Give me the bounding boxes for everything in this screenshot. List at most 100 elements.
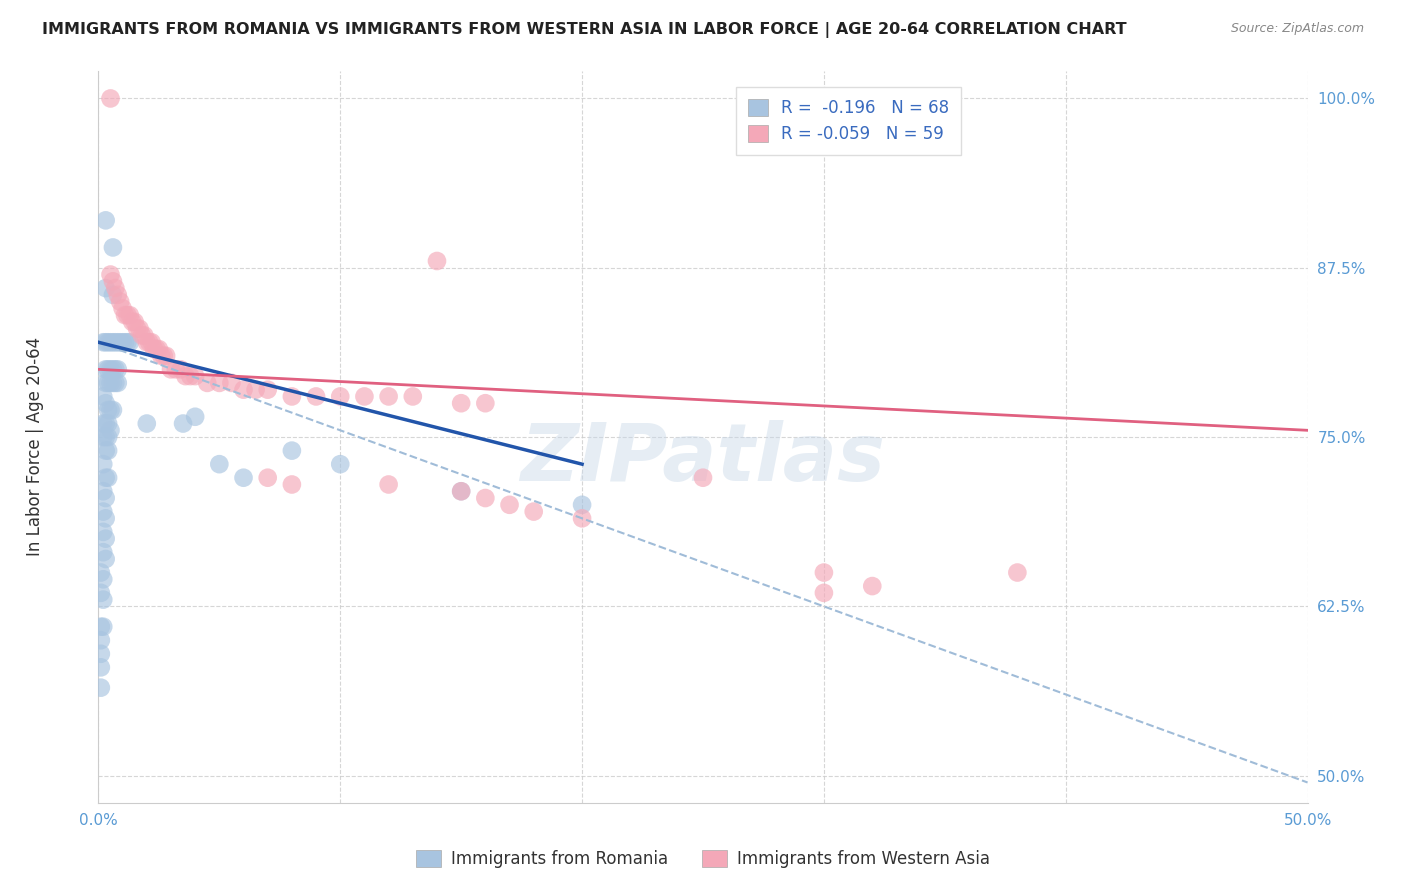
Point xyxy=(450,396,472,410)
Point xyxy=(94,376,117,390)
Point xyxy=(94,443,117,458)
Point xyxy=(114,335,136,350)
Point xyxy=(571,498,593,512)
Point xyxy=(281,477,304,491)
Point xyxy=(121,315,143,329)
Point xyxy=(135,335,157,350)
Point xyxy=(1007,566,1029,580)
Point xyxy=(104,335,127,350)
Point xyxy=(281,443,304,458)
Point xyxy=(114,308,136,322)
Point xyxy=(100,335,122,350)
Point xyxy=(329,457,352,471)
Point xyxy=(221,376,243,390)
Point xyxy=(232,383,254,397)
Point xyxy=(692,471,714,485)
Text: IMMIGRANTS FROM ROMANIA VS IMMIGRANTS FROM WESTERN ASIA IN LABOR FORCE | AGE 20-: IMMIGRANTS FROM ROMANIA VS IMMIGRANTS FR… xyxy=(42,22,1126,38)
Point xyxy=(474,396,496,410)
Point xyxy=(329,389,352,403)
Point xyxy=(97,376,120,390)
Point xyxy=(91,545,114,559)
Point xyxy=(813,586,835,600)
Point xyxy=(118,308,141,322)
Point xyxy=(91,417,114,431)
Point xyxy=(108,294,131,309)
Point xyxy=(117,308,139,322)
Point xyxy=(90,586,112,600)
Point xyxy=(101,362,124,376)
Point xyxy=(108,335,131,350)
Point xyxy=(117,335,139,350)
Point xyxy=(138,335,160,350)
Point xyxy=(91,572,114,586)
Point xyxy=(111,301,134,316)
Point xyxy=(94,281,117,295)
Text: In Labor Force | Age 20-64: In Labor Force | Age 20-64 xyxy=(27,336,44,556)
Point xyxy=(160,362,183,376)
Point xyxy=(94,213,117,227)
Point xyxy=(152,349,174,363)
Point xyxy=(150,349,173,363)
Point xyxy=(90,633,112,648)
Point xyxy=(91,335,114,350)
Point xyxy=(184,369,207,384)
Point xyxy=(97,362,120,376)
Point xyxy=(97,403,120,417)
Point xyxy=(377,477,399,491)
Point xyxy=(94,430,117,444)
Point xyxy=(111,335,134,350)
Point xyxy=(245,383,267,397)
Point xyxy=(91,524,114,539)
Point xyxy=(118,335,141,350)
Point xyxy=(104,281,127,295)
Point xyxy=(353,389,375,403)
Point xyxy=(377,389,399,403)
Point xyxy=(101,288,124,302)
Point xyxy=(134,328,156,343)
Point xyxy=(91,457,114,471)
Point xyxy=(104,362,127,376)
Point xyxy=(256,471,278,485)
Point xyxy=(305,389,328,403)
Point xyxy=(155,349,177,363)
Point xyxy=(179,369,201,384)
Point xyxy=(94,396,117,410)
Point xyxy=(174,369,197,384)
Point xyxy=(94,471,117,485)
Point xyxy=(90,566,112,580)
Text: ZIPatlas: ZIPatlas xyxy=(520,420,886,498)
Point xyxy=(107,376,129,390)
Legend: R =  -0.196   N = 68, R = -0.059   N = 59: R = -0.196 N = 68, R = -0.059 N = 59 xyxy=(735,87,960,155)
Point xyxy=(91,592,114,607)
Point xyxy=(90,660,112,674)
Point xyxy=(97,335,120,350)
Point xyxy=(97,417,120,431)
Point xyxy=(104,376,127,390)
Point xyxy=(90,647,112,661)
Point xyxy=(148,342,170,356)
Point xyxy=(232,471,254,485)
Point xyxy=(208,376,231,390)
Point xyxy=(91,484,114,499)
Point xyxy=(91,505,114,519)
Point xyxy=(94,532,117,546)
Point xyxy=(571,511,593,525)
Point xyxy=(97,430,120,444)
Point xyxy=(256,383,278,397)
Point xyxy=(208,457,231,471)
Point xyxy=(450,484,472,499)
Point xyxy=(100,91,122,105)
Point xyxy=(426,254,449,268)
Point xyxy=(91,389,114,403)
Point xyxy=(94,511,117,525)
Point xyxy=(107,335,129,350)
Point xyxy=(90,620,112,634)
Point xyxy=(195,376,218,390)
Point xyxy=(100,268,122,282)
Point xyxy=(94,491,117,505)
Point xyxy=(474,491,496,505)
Point xyxy=(91,620,114,634)
Point xyxy=(143,342,166,356)
Point xyxy=(107,362,129,376)
Point xyxy=(281,389,304,403)
